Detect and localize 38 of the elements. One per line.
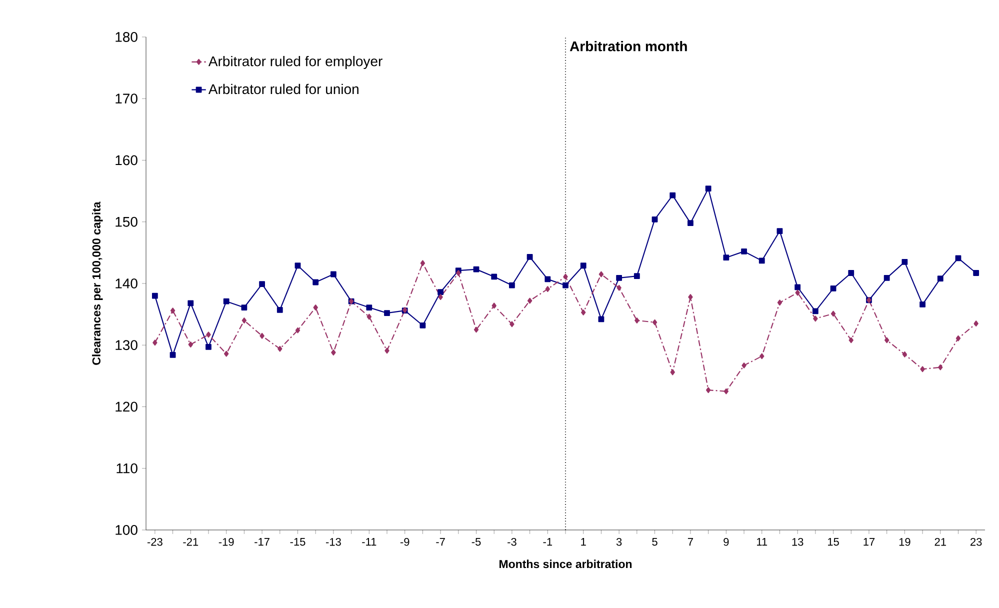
x-tick-label: -19 (218, 538, 234, 546)
x-tick-label: -3 (508, 538, 516, 546)
x-tick-label: -23 (147, 538, 162, 546)
x-tick-label: 17 (864, 538, 875, 546)
y-tick-label: 120 (116, 402, 138, 412)
x-tick-label: -7 (436, 538, 445, 546)
y-tick-label: 140 (116, 278, 138, 288)
x-tick-label: 5 (652, 538, 658, 546)
x-tick-label: 7 (688, 538, 693, 546)
y-tick-label: 150 (116, 216, 138, 227)
x-tick-label: -17 (254, 538, 270, 546)
x-tick-label: -13 (326, 538, 341, 546)
y-tick-label: 170 (116, 94, 138, 104)
x-tick-label: 3 (616, 538, 622, 546)
x-tick-label: -15 (290, 538, 306, 546)
y-tick-label: 100 (116, 525, 138, 535)
y-tick-label: 130 (116, 340, 138, 350)
x-tick-label: -1 (543, 538, 552, 546)
legend-label: Arbitrator ruled for employer (208, 56, 382, 70)
x-tick-label: -21 (183, 538, 198, 546)
y-tick-label: 110 (116, 463, 138, 474)
legend-label: Arbitrator ruled for union (208, 84, 358, 94)
x-tick-label: -11 (362, 538, 376, 546)
x-tick-label: 9 (724, 538, 729, 546)
x-tick-label: 1 (581, 538, 586, 546)
x-tick-label: 15 (828, 538, 839, 546)
ref-line-label: Arbitration month (570, 41, 687, 52)
x-tick-label: 11 (757, 538, 768, 546)
x-tick-label: 23 (970, 538, 982, 546)
x-tick-label: -5 (472, 538, 481, 546)
x-tick-label: -9 (400, 538, 410, 546)
x-tick-label: 13 (792, 538, 804, 546)
x-tick-label: 21 (934, 538, 946, 546)
y-axis-title: Clearances per 100,000 capita (92, 202, 103, 365)
y-tick-label: 180 (116, 32, 138, 42)
x-axis-title: Months since arbitration (500, 560, 632, 568)
y-tick-label: 160 (116, 155, 138, 166)
x-tick-label: 19 (899, 538, 910, 546)
